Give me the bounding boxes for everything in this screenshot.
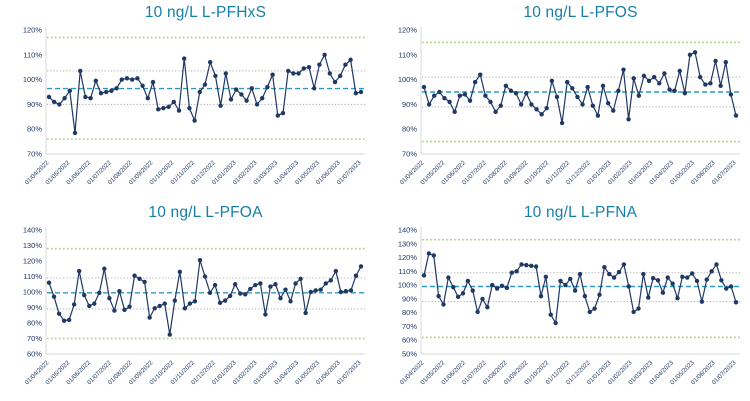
recovery-series-line — [423, 252, 737, 324]
y-axis-tick-labels: 120% 110% 100% 90% 80% 70% — [398, 26, 418, 159]
svg-text:110%: 110% — [23, 272, 42, 281]
svg-text:140%: 140% — [23, 226, 43, 235]
svg-text:80%: 80% — [27, 125, 42, 134]
svg-text:110%: 110% — [398, 50, 417, 59]
pfhxs-plot: 120% 110% 100% 90% 80% 70%01/04/202201/05/202… — [23, 26, 365, 186]
y-axis-tick-labels: 140% 130% 120% 110% 100% 90% 80% 70% 60% 50% — [398, 226, 418, 359]
svg-text:90%: 90% — [27, 100, 42, 109]
chart-title-pfos: 10 ng/L L-PFOS — [523, 4, 638, 21]
chart-cell-pfos: 10 ng/L L-PFOS 120% 110% 100% 90% 80% 70% 01/0… — [375, 0, 750, 200]
y-axis-tick-labels: 120% 110% 100% 90% 80% 70% — [23, 26, 43, 159]
svg-text:100%: 100% — [398, 75, 418, 84]
svg-text:70%: 70% — [402, 150, 417, 159]
svg-text:50%: 50% — [402, 350, 417, 359]
svg-text:120%: 120% — [398, 253, 418, 262]
svg-text:130%: 130% — [23, 241, 43, 250]
svg-text:120%: 120% — [23, 257, 43, 266]
x-axis-date-labels: 01/04/202201/05/202201/06/202201/07/2022… — [399, 359, 738, 386]
chart-title-pfhxs: 10 ng/L L-PFHxS — [144, 4, 267, 21]
svg-text:60%: 60% — [402, 336, 417, 345]
svg-text:90%: 90% — [402, 100, 417, 109]
svg-text:70%: 70% — [27, 150, 42, 159]
svg-text:110%: 110% — [398, 267, 417, 276]
svg-text:80%: 80% — [402, 125, 417, 134]
svg-text:100%: 100% — [398, 281, 418, 290]
svg-text:120%: 120% — [23, 26, 43, 35]
recovery-data-points — [421, 50, 739, 126]
svg-text:100%: 100% — [23, 288, 43, 297]
y-axis-tick-labels: 140% 130% 120% 110% 100% 90% 80% 70% 60% — [23, 226, 43, 359]
x-axis-date-labels: 01/04/202201/05/202201/06/202201/07/2022… — [24, 159, 363, 186]
svg-text:60%: 60% — [27, 350, 42, 359]
recovery-series-line — [48, 259, 362, 336]
svg-text:140%: 140% — [398, 226, 418, 235]
pfoa-plot: 140% 130% 120% 110% 100% 90% 80% 70% 60%01/04/20… — [23, 226, 365, 386]
chart-title-pfoa: 10 ng/L L-PFOA — [148, 204, 263, 221]
recovery-series-line — [48, 54, 362, 134]
svg-text:90%: 90% — [402, 294, 417, 303]
recovery-data-points — [421, 251, 739, 326]
svg-text:100%: 100% — [23, 75, 43, 84]
svg-text:80%: 80% — [27, 319, 42, 328]
svg-text:130%: 130% — [398, 239, 418, 248]
svg-text:90%: 90% — [27, 303, 42, 312]
pfna-plot: 140% 130% 120% 110% 100% 90% 80% 70% 60% 50%01/04… — [398, 226, 740, 386]
chart-cell-pfoa: 10 ng/L L-PFOA 140% 130% 120% 110% 100% 90% 80… — [0, 200, 375, 401]
svg-text:80%: 80% — [402, 308, 417, 317]
svg-text:70%: 70% — [27, 334, 42, 343]
pfos-plot: 120% 110% 100% 90% 80% 70%01/04/202201/05/202… — [398, 26, 740, 186]
chart-cell-pfna: 10 ng/L L-PFNA 140% 130% 120% 110% 100% 90% 80… — [375, 200, 750, 401]
svg-text:70%: 70% — [402, 322, 417, 331]
chart-title-pfna: 10 ng/L L-PFNA — [523, 204, 638, 221]
svg-text:120%: 120% — [398, 26, 418, 35]
svg-text:110%: 110% — [23, 50, 42, 59]
x-axis-date-labels: 01/04/202201/05/202201/06/202201/07/2022… — [399, 159, 738, 186]
chart-cell-pfhxs: 10 ng/L L-PFHxS 120% 110% 100% 90% 80% 70% 01/… — [0, 0, 375, 200]
recovery-series-line — [423, 51, 737, 124]
recovery-data-points — [46, 258, 364, 337]
recovery-data-points — [46, 52, 364, 136]
x-axis-date-labels: 01/04/202201/05/202201/06/202201/07/2022… — [24, 359, 363, 386]
